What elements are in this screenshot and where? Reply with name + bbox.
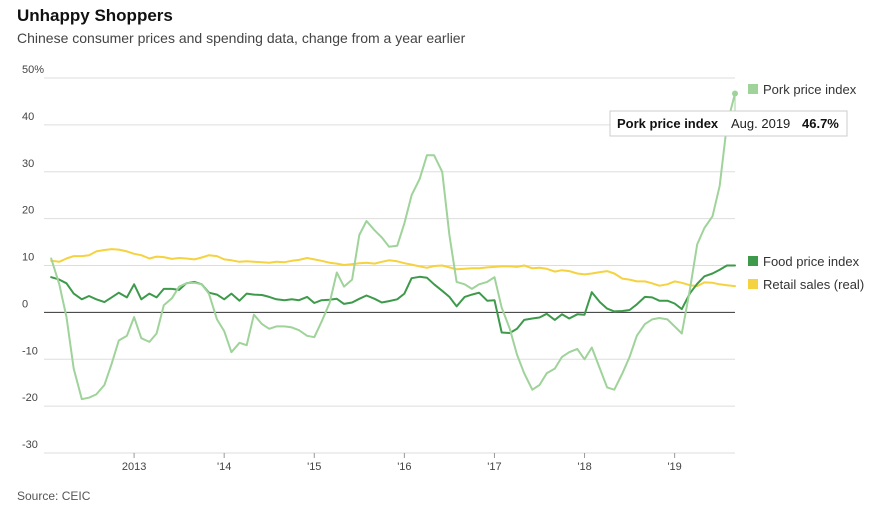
y-tick-label: 50% [22,64,44,76]
x-tick-label: '18 [577,461,591,473]
series-line-food-price-index [50,264,736,334]
y-tick-label: -30 [22,439,38,451]
series-line-pork-price-index [50,92,736,401]
y-tick-label: 40 [22,111,34,123]
series-layer [50,92,736,401]
tooltip-series-name: Pork price index [617,116,719,131]
pork-tooltip[interactable]: Pork price index Aug. 2019 46.7% [609,90,848,137]
legend-label: Food price index [763,254,860,269]
source-note: Source: CEIC [17,489,91,503]
y-tick-label: -10 [22,345,38,357]
tooltip-box [609,110,848,137]
x-tick-label: '17 [487,461,501,473]
y-tick-label: 20 [22,205,34,217]
chart-title: Unhappy Shoppers [17,6,173,25]
grid-layer: -30 -20 -10 0 10 20 30 40 50% 2013 '14 '15 '16 '17 '18… [22,64,735,473]
series-line-retail-sales-real [50,248,736,288]
legend-swatch [748,256,758,266]
x-tick-label: 2013 [122,461,146,473]
x-tick-label: '15 [307,461,321,473]
legend-layer: Pork price index Food price index Retail s… [748,82,864,292]
legend-label: Pork price index [763,82,857,97]
x-tick-label: '14 [217,461,231,473]
tooltip-value: 46.7% [802,116,839,131]
legend-swatch [748,84,758,94]
legend-label: Retail sales (real) [763,277,864,292]
legend-swatch [748,279,758,289]
tooltip-date: Aug. 2019 [731,116,790,131]
y-tick-label: 0 [22,298,28,310]
chart-subtitle: Chinese consumer prices and spending dat… [17,30,466,46]
y-tick-label: -20 [22,392,38,404]
y-tick-label: 30 [22,158,34,170]
y-tick-label: 10 [22,252,34,264]
x-tick-label: '19 [667,461,681,473]
x-tick-label: '16 [397,461,411,473]
